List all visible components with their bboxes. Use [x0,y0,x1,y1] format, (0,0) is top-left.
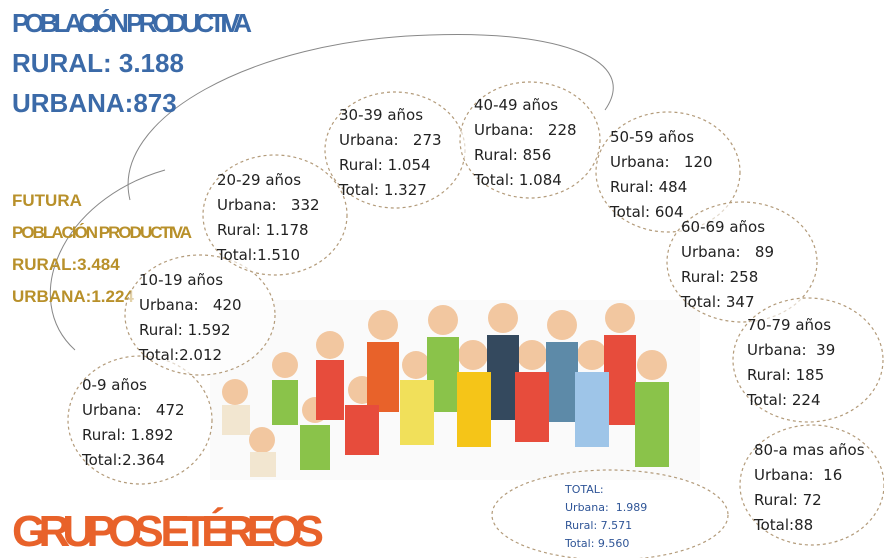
people-illustration [210,300,700,480]
group-rural: Rural: 856 [474,146,551,164]
group-rural: Rural: 1.054 [339,156,431,174]
footer-title: GRUPOS ETÉREOS [12,506,324,556]
group-total: Total: 1.327 [338,181,427,199]
group-label: 10-19 años [139,271,223,289]
group-urbana: Urbana: 39 [747,341,835,359]
total-label: TOTAL: [564,483,604,496]
total-urbana: Urbana: 1.989 [565,501,647,514]
group-urbana: Urbana: 228 [474,121,577,139]
group-rural: Rural: 258 [681,268,758,286]
group-rural: Rural: 1.592 [139,321,231,339]
group-label: 50-59 años [610,128,694,146]
group-urbana: Urbana: 273 [339,131,442,149]
group-urbana: Urbana: 332 [217,196,320,214]
group-rural: Rural: 484 [610,178,687,196]
header-title: POBLACIÓN PRODUCTIVA [12,8,252,38]
future-rural: RURAL:3.484 [12,255,120,274]
header-rural: RURAL: 3.188 [12,48,184,78]
group-total: Total:2.364 [81,451,165,469]
group-rural: Rural: 72 [754,491,822,509]
infographic: POBLACIÓN PRODUCTIVA RURAL: 3.188 URBANA… [0,0,884,558]
group-label: 20-29 años [217,171,301,189]
group-label: 70-79 años [747,316,831,334]
group-total: Total:88 [753,516,813,534]
group-total: Total: 224 [746,391,820,409]
future-line: FUTURA [12,191,82,210]
total-total: Total: 9.560 [564,537,629,550]
future-urbana: URBANA:1.224 [12,287,134,306]
group-urbana: Urbana: 16 [754,466,842,484]
group-total: Total:2.012 [138,346,222,364]
group-label: 60-69 años [681,218,765,236]
group-total: Total: 347 [680,293,754,311]
group-urbana: Urbana: 89 [681,243,774,261]
group-total: Total: 1.084 [473,171,562,189]
group-rural: Rural: 1.178 [217,221,309,239]
group-label: 40-49 años [474,96,558,114]
group-urbana: Urbana: 420 [139,296,242,314]
group-label: 0-9 años [82,376,147,394]
group-rural: Rural: 185 [747,366,824,384]
group-total: Total:1.510 [216,246,300,264]
header-urbana: URBANA:873 [12,88,177,118]
future-line: POBLACIÓN PRODUCTIVA [12,223,192,242]
total-rural: Rural: 7.571 [565,519,632,532]
group-label: 80-a mas años [754,441,865,459]
group-label: 30-39 años [339,106,423,124]
group-rural: Rural: 1.892 [82,426,174,444]
group-urbana: Urbana: 472 [82,401,185,419]
group-urbana: Urbana: 120 [610,153,713,171]
group-total: Total: 604 [609,203,683,221]
